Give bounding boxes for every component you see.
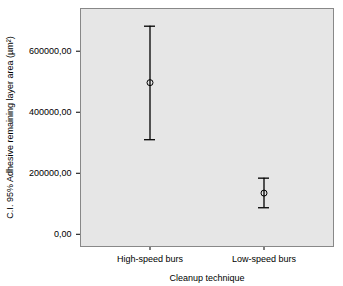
svg-text:200000,00: 200000,00 xyxy=(29,168,72,178)
svg-text:High-speed burs: High-speed burs xyxy=(117,254,184,264)
svg-text:0,00: 0,00 xyxy=(54,229,72,239)
svg-text:400000,00: 400000,00 xyxy=(29,107,72,117)
svg-text:Cleanup technique: Cleanup technique xyxy=(169,273,244,283)
svg-text:C.I. 95% Adhesive remaining la: C.I. 95% Adhesive remaining layer area (… xyxy=(5,36,15,218)
svg-text:600000,00: 600000,00 xyxy=(29,46,72,56)
svg-text:Low-speed burs: Low-speed burs xyxy=(232,254,297,264)
